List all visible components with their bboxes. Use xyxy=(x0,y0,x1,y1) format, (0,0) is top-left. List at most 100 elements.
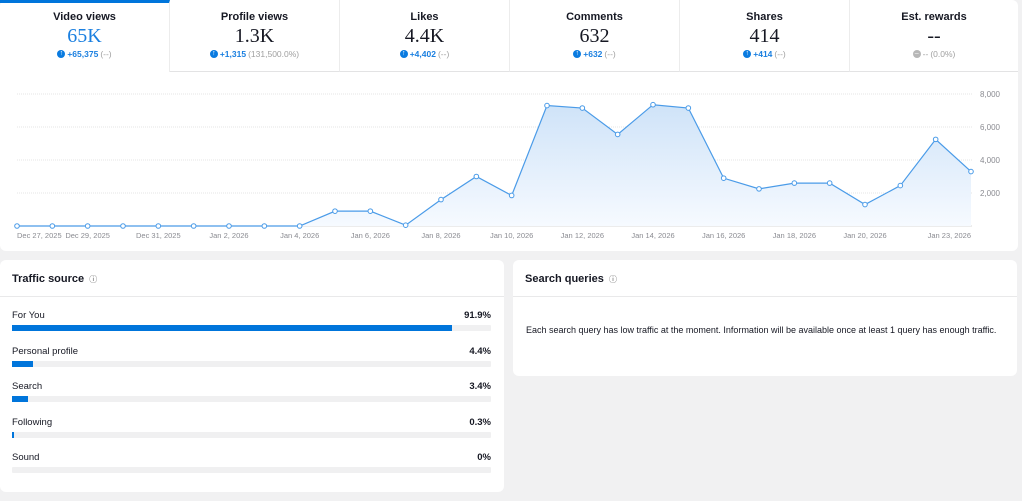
x-tick-label: Jan 10, 2026 xyxy=(490,231,533,240)
x-tick-label: Jan 4, 2026 xyxy=(280,231,319,240)
data-point xyxy=(190,223,197,229)
data-point xyxy=(614,131,621,138)
x-tick-label: Jan 16, 2026 xyxy=(702,231,745,240)
x-tick-label: Jan 23, 2026 xyxy=(928,231,971,240)
search-queries-title: Search queries xyxy=(525,273,604,285)
traffic-label: Sound xyxy=(12,452,40,463)
change-value: +4,402 xyxy=(409,49,436,59)
traffic-source-header: Traffic source ⓘ xyxy=(0,260,504,297)
traffic-label: Following xyxy=(12,416,53,428)
change-percent: (--) xyxy=(774,49,786,59)
arrow-up-icon: ↑ xyxy=(573,50,582,58)
tab-shares[interactable]: Shares 414 ↑ +414 (--) xyxy=(680,0,850,72)
series-line xyxy=(17,104,972,227)
x-tick-label: Jan 18, 2026 xyxy=(773,231,816,240)
x-tick-label: Jan 20, 2026 xyxy=(843,231,886,240)
data-point xyxy=(402,222,409,228)
data-point xyxy=(791,180,798,186)
x-tick-label: Jan 14, 2026 xyxy=(631,231,674,240)
data-point xyxy=(155,223,162,229)
data-point xyxy=(14,223,20,229)
data-point xyxy=(579,105,586,111)
data-point xyxy=(508,192,515,199)
metric-label: Profile views xyxy=(220,11,289,23)
traffic-bar xyxy=(12,396,491,402)
data-point xyxy=(332,208,338,214)
traffic-bar xyxy=(12,467,491,473)
data-point xyxy=(367,208,374,214)
traffic-value: 0% xyxy=(477,452,491,463)
tab-profile-views[interactable]: Profile views 1.3K ↑ +1,315 (131,500.0%) xyxy=(170,0,340,72)
metric-label: Comments xyxy=(566,11,623,23)
traffic-label: Search xyxy=(12,381,43,392)
metric-value: 632 xyxy=(579,25,610,47)
data-point xyxy=(932,136,939,143)
y-tick-label: 6,000 xyxy=(980,123,1001,132)
data-point xyxy=(968,168,974,175)
traffic-bar-fill xyxy=(12,396,29,402)
metric-change: ↑ +414 (--) xyxy=(680,48,849,60)
metric-change: ↑ +4,402 (--) xyxy=(340,48,509,60)
traffic-bar-fill xyxy=(12,325,453,331)
data-point xyxy=(897,182,904,189)
data-point xyxy=(826,180,833,186)
x-tick-label: Jan 6, 2026 xyxy=(351,231,390,240)
tab-est-rewards[interactable]: Est. rewards -- – -- (0.0%) xyxy=(850,0,1018,72)
change-value: +632 xyxy=(583,49,603,59)
change-percent: (0.0%) xyxy=(930,49,956,59)
data-point xyxy=(862,201,868,208)
traffic-value: 3.4% xyxy=(469,381,491,392)
tab-comments[interactable]: Comments 632 ↑ +632 (--) xyxy=(510,0,680,72)
data-point xyxy=(49,223,56,229)
traffic-bar xyxy=(12,360,491,367)
metric-value: 4.4K xyxy=(404,25,445,47)
info-icon[interactable]: ⓘ xyxy=(89,275,98,284)
metric-label: Shares xyxy=(746,11,783,23)
search-queries-panel: Search queries ⓘ Each search query has l… xyxy=(513,260,1017,376)
metric-label: Likes xyxy=(410,11,439,23)
arrow-up-icon: ↑ xyxy=(57,50,66,58)
change-value: -- xyxy=(922,49,929,59)
traffic-bar xyxy=(12,325,491,331)
y-tick-label: 8,000 xyxy=(980,90,1001,99)
change-value: +414 xyxy=(753,49,773,59)
change-percent: (--) xyxy=(437,49,450,59)
change-value: +1,315 xyxy=(219,49,247,59)
arrow-up-icon: ↑ xyxy=(399,50,408,58)
metric-value: 65K xyxy=(67,25,102,47)
metric-value: -- xyxy=(927,25,941,47)
tab-video-views[interactable]: Video views 65K ↑ +65,375 (--) xyxy=(0,0,170,72)
metric-value: 1.3K xyxy=(234,25,275,47)
data-point xyxy=(650,101,656,108)
area-fill xyxy=(17,104,971,226)
x-tick-label: Dec 29, 2025 xyxy=(65,231,110,240)
data-point xyxy=(756,186,762,192)
data-point xyxy=(720,175,727,181)
traffic-source-panel: Traffic source ⓘ For You 91.9% Personal pr… xyxy=(0,260,504,492)
data-point xyxy=(544,102,550,109)
data-point xyxy=(226,223,232,229)
traffic-bar-fill xyxy=(12,431,14,438)
arrow-up-icon: ↑ xyxy=(743,50,752,58)
metric-label: Est. rewards xyxy=(901,11,967,23)
metric-change: ↑ +632 (--) xyxy=(510,48,679,60)
traffic-bar xyxy=(12,431,491,438)
metric-label: Video views xyxy=(53,11,116,23)
metric-change: ↑ +65,375 (--) xyxy=(0,48,169,60)
y-tick-label: 4,000 xyxy=(980,156,1001,165)
traffic-source-title: Traffic source xyxy=(12,273,85,285)
change-percent: (--) xyxy=(604,49,616,59)
traffic-label: For You xyxy=(12,310,45,321)
traffic-label: Personal profile xyxy=(12,345,79,357)
y-tick-label: 2,000 xyxy=(980,189,1001,198)
data-point xyxy=(296,223,303,229)
data-point xyxy=(84,223,91,229)
x-tick-label: Dec 27, 2025 xyxy=(17,231,62,240)
info-icon[interactable]: ⓘ xyxy=(608,275,617,284)
tab-likes[interactable]: Likes 4.4K ↑ +4,402 (--) xyxy=(340,0,510,72)
search-queries-message: Each search query has low traffic at the… xyxy=(526,325,997,335)
traffic-value: 91.9% xyxy=(464,310,491,321)
x-tick-label: Jan 12, 2026 xyxy=(561,231,604,240)
data-point xyxy=(473,173,480,180)
change-value: +65,375 xyxy=(67,49,99,59)
